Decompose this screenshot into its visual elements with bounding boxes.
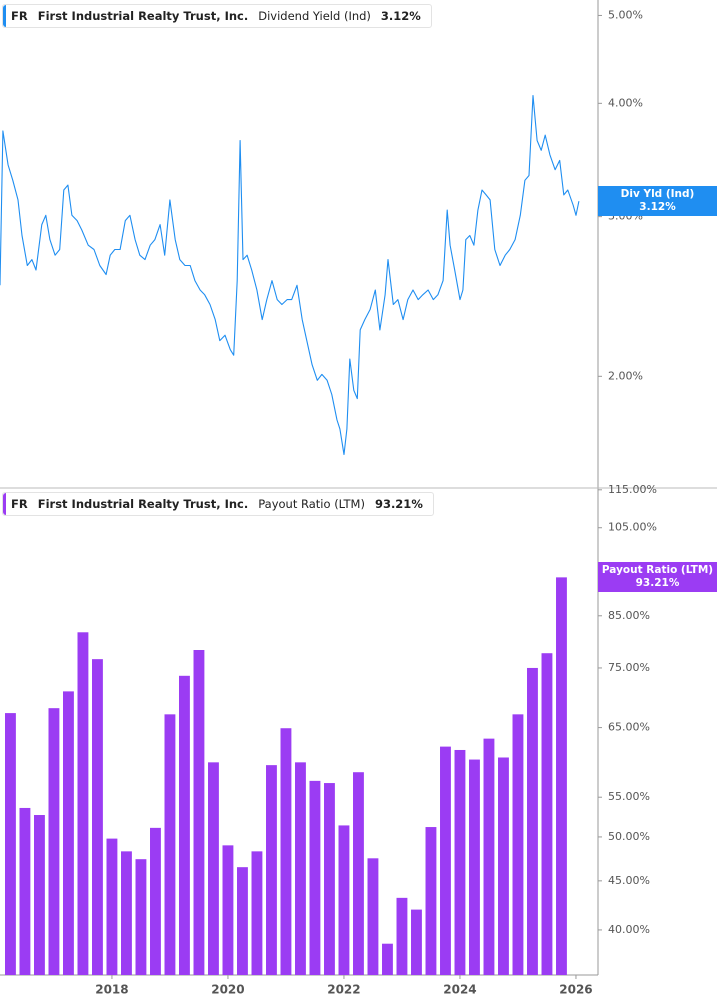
company-name: First Industrial Realty Trust, Inc. bbox=[37, 9, 249, 23]
end-label: Payout Ratio (LTM) 93.21% bbox=[598, 562, 717, 593]
plot-area bbox=[0, 94, 580, 456]
bar bbox=[179, 675, 190, 975]
bar bbox=[106, 838, 118, 975]
ticker: FR bbox=[11, 497, 28, 511]
bar bbox=[498, 757, 509, 975]
plot-area bbox=[5, 577, 567, 975]
bar bbox=[266, 765, 277, 975]
bar bbox=[63, 691, 74, 975]
bar bbox=[396, 897, 408, 975]
bar bbox=[121, 851, 132, 975]
y-tick-label: 55.00% bbox=[608, 790, 650, 803]
y-tick-label: 115.00% bbox=[608, 483, 657, 496]
bar bbox=[425, 827, 437, 975]
bar bbox=[527, 667, 538, 975]
bar bbox=[92, 659, 103, 975]
end-label-value: 93.21% bbox=[635, 577, 680, 590]
x-tick-label: 2026 bbox=[559, 983, 592, 997]
end-label-name: Div Yld (Ind) bbox=[620, 188, 695, 201]
bar bbox=[454, 749, 466, 975]
bar bbox=[440, 746, 451, 975]
bar bbox=[237, 867, 248, 975]
current-value: 3.12% bbox=[380, 9, 421, 23]
bar bbox=[483, 738, 495, 975]
bar bbox=[556, 577, 567, 975]
company-name: First Industrial Realty Trust, Inc. bbox=[37, 497, 249, 511]
bar bbox=[309, 780, 321, 975]
x-tick-label: 2020 bbox=[211, 983, 244, 997]
bar bbox=[411, 909, 422, 975]
end-label-value: 3.12% bbox=[639, 201, 676, 214]
legend-swatch bbox=[3, 5, 6, 27]
bar bbox=[251, 851, 263, 975]
bar bbox=[34, 815, 45, 975]
bar bbox=[135, 859, 147, 975]
y-tick-label: 2.00% bbox=[608, 369, 643, 382]
x-tick-label: 2018 bbox=[95, 983, 128, 997]
bar bbox=[164, 714, 176, 975]
current-value: 93.21% bbox=[374, 497, 423, 511]
y-tick-label: 50.00% bbox=[608, 830, 650, 843]
y-tick-label: 4.00% bbox=[608, 96, 643, 109]
y-tick-label: 85.00% bbox=[608, 609, 650, 622]
bar bbox=[353, 772, 364, 975]
bar bbox=[222, 845, 234, 975]
legend-swatch bbox=[3, 493, 6, 515]
y-tick-label: 105.00% bbox=[608, 521, 657, 534]
bar bbox=[324, 783, 335, 975]
bar bbox=[367, 858, 379, 975]
end-label: Div Yld (Ind) 3.12% bbox=[598, 186, 717, 217]
data-line bbox=[0, 94, 580, 456]
bar bbox=[19, 807, 31, 975]
bar bbox=[512, 714, 524, 975]
x-tick-label: 2024 bbox=[443, 983, 476, 997]
bar bbox=[48, 708, 60, 975]
bar bbox=[295, 762, 306, 975]
x-tick-label: 2022 bbox=[327, 983, 360, 997]
bar bbox=[469, 759, 480, 975]
bar bbox=[150, 827, 161, 975]
legend-series-name: Payout Ratio (LTM) bbox=[258, 497, 365, 511]
bar bbox=[77, 632, 89, 975]
bar bbox=[382, 943, 393, 975]
y-tick-label: 65.00% bbox=[608, 721, 650, 734]
legend: FR First Industrial Realty Trust, Inc. Div… bbox=[2, 4, 432, 28]
end-label-name: Payout Ratio (LTM) bbox=[601, 564, 714, 577]
legend: FR First Industrial Realty Trust, Inc. Pay… bbox=[2, 492, 434, 516]
bar bbox=[541, 653, 553, 975]
bar bbox=[5, 713, 16, 975]
bar bbox=[338, 825, 350, 975]
y-tick-label: 5.00% bbox=[608, 8, 643, 21]
y-tick-label: 40.00% bbox=[608, 923, 650, 936]
legend-series-name: Dividend Yield (Ind) bbox=[258, 9, 371, 23]
bar bbox=[193, 650, 205, 975]
y-tick-label: 75.00% bbox=[608, 661, 650, 674]
bar bbox=[280, 728, 292, 975]
bar bbox=[208, 762, 219, 975]
y-tick-label: 45.00% bbox=[608, 874, 650, 887]
ticker: FR bbox=[11, 9, 28, 23]
